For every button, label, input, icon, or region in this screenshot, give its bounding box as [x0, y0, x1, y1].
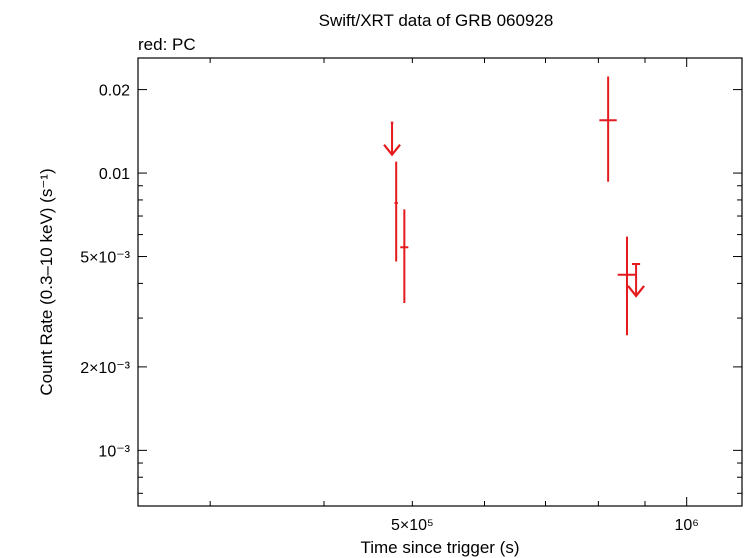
upper-limit-arrowhead: [627, 285, 645, 298]
x-tick-label: 10⁶: [674, 517, 698, 534]
y-axis-label: Count Rate (0.3–10 keV) (s⁻¹): [37, 168, 56, 395]
y-tick-labels: 10⁻³ 2×10⁻³ 5×10⁻³ 0.01 0.02: [80, 83, 130, 461]
chart-title: Swift/XRT data of GRB 060928: [319, 11, 554, 30]
axis-ticks: [138, 58, 742, 506]
y-tick-label: 10⁻³: [98, 443, 130, 460]
x-tick-label: 5×10⁵: [391, 517, 434, 534]
chart-subtitle: red: PC: [138, 35, 196, 54]
y-tick-label: 2×10⁻³: [80, 360, 130, 377]
y-tick-label: 0.01: [99, 166, 130, 183]
y-tick-label: 0.02: [99, 83, 130, 100]
y-tick-label: 5×10⁻³: [80, 250, 130, 267]
x-tick-labels: 5×10⁵ 10⁶: [391, 517, 699, 534]
upper-limit-arrowhead: [383, 143, 401, 157]
plot-frame: [137, 57, 743, 507]
data-points: [383, 76, 645, 336]
x-axis-label: Time since trigger (s): [360, 538, 519, 557]
